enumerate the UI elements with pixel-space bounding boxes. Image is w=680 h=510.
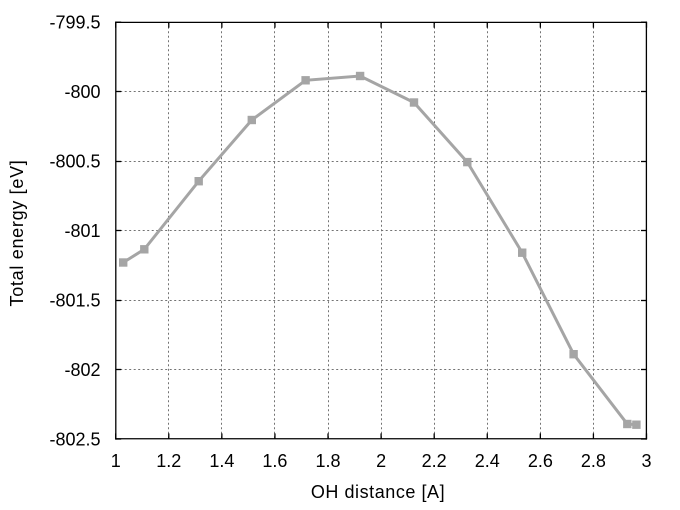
svg-text:2.6: 2.6 xyxy=(528,451,553,471)
svg-text:-799.5: -799.5 xyxy=(49,13,100,33)
svg-text:2.8: 2.8 xyxy=(581,451,606,471)
svg-text:2.4: 2.4 xyxy=(475,451,500,471)
svg-text:1.8: 1.8 xyxy=(316,451,341,471)
svg-text:-801: -801 xyxy=(64,221,100,241)
svg-text:-800.5: -800.5 xyxy=(49,152,100,172)
svg-text:Total energy [eV]: Total energy [eV] xyxy=(7,160,27,307)
svg-text:-802.5: -802.5 xyxy=(49,430,100,450)
svg-text:2.2: 2.2 xyxy=(422,451,447,471)
svg-text:1.6: 1.6 xyxy=(262,451,287,471)
svg-text:1: 1 xyxy=(111,451,121,471)
svg-text:2: 2 xyxy=(376,451,386,471)
svg-text:1.4: 1.4 xyxy=(209,451,234,471)
svg-text:-800: -800 xyxy=(64,82,100,102)
svg-text:OH distance [A]: OH distance [A] xyxy=(311,482,445,502)
svg-text:-802: -802 xyxy=(64,360,100,380)
svg-text:3: 3 xyxy=(641,451,651,471)
svg-text:1.2: 1.2 xyxy=(156,451,181,471)
svg-text:-801.5: -801.5 xyxy=(49,291,100,311)
